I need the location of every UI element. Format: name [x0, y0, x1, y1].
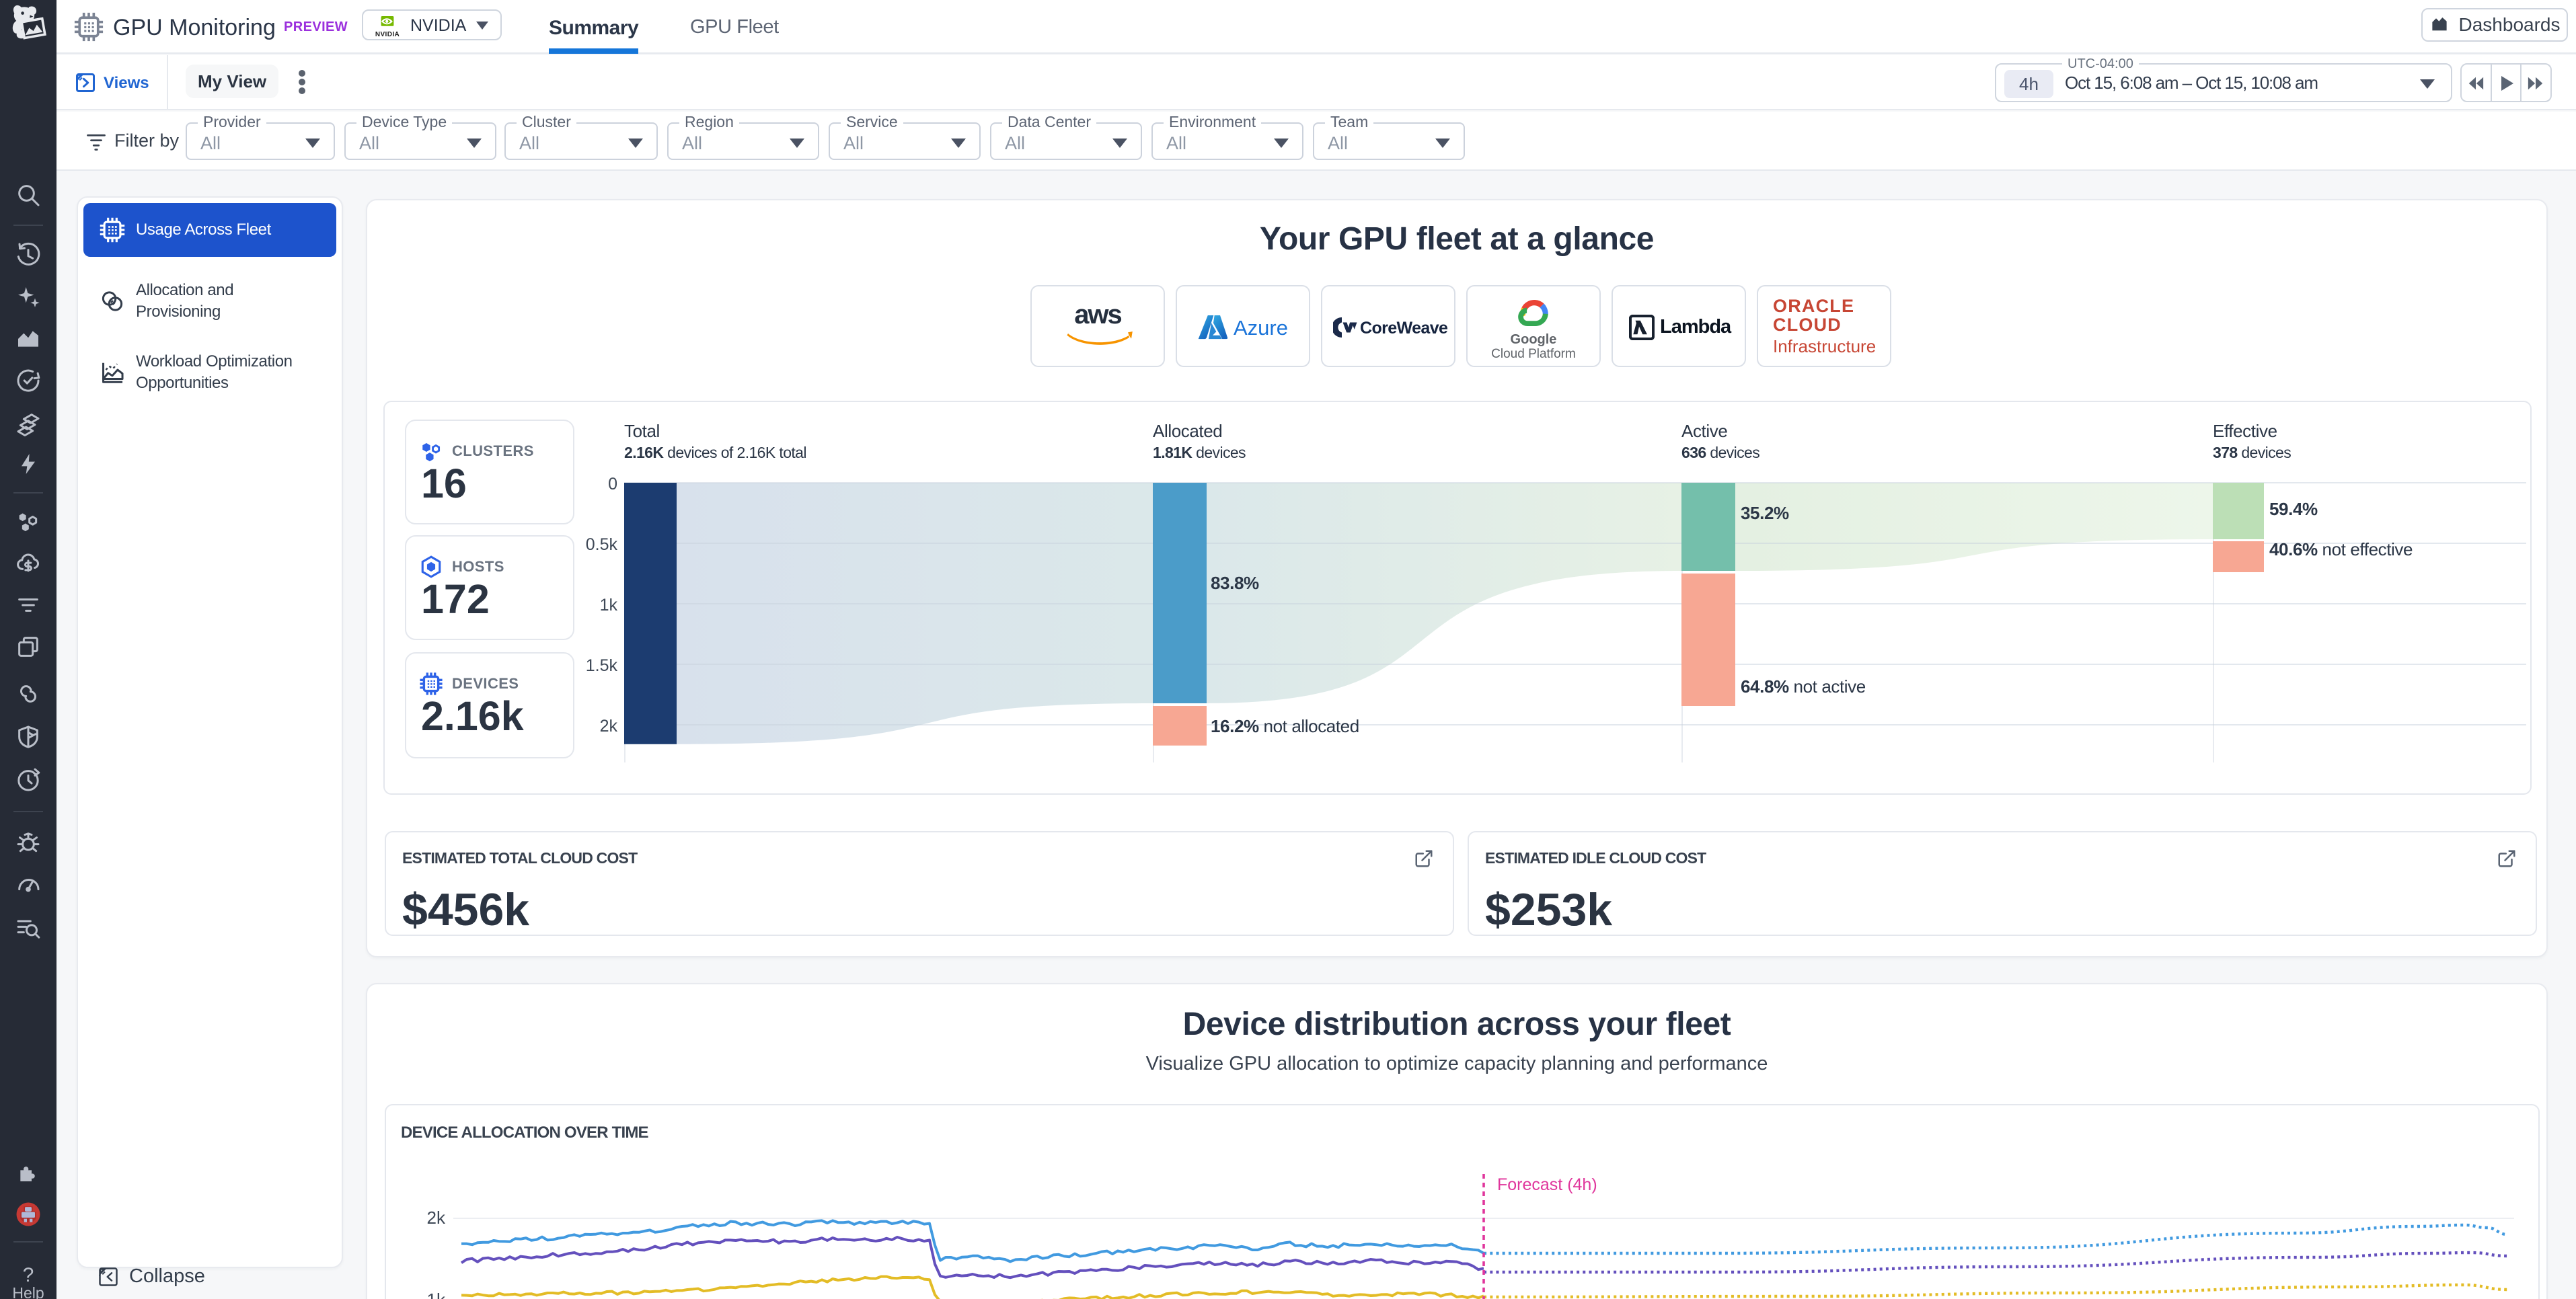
svg-text:NVIDIA: NVIDIA — [375, 31, 400, 38]
svg-text:Forecast (4h): Forecast (4h) — [1497, 1175, 1597, 1194]
svg-text:2k: 2k — [427, 1208, 446, 1228]
svg-text:1k: 1k — [427, 1290, 446, 1299]
